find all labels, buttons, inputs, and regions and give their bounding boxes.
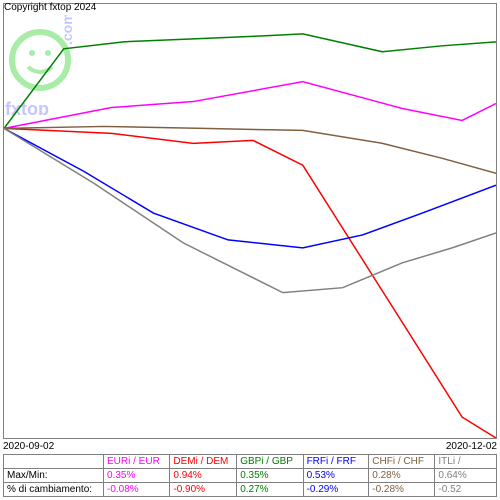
data-cell: 0.28% bbox=[369, 469, 435, 483]
data-cell: GBPi / GBP bbox=[237, 455, 303, 469]
data-cell: FRFi / FRF bbox=[303, 455, 369, 469]
table-row: % di cambiamento:-0.08%-0.90%0.27%-0.29%… bbox=[4, 483, 497, 497]
data-cell: 0.53% bbox=[303, 469, 369, 483]
data-cell: 0.27% bbox=[237, 483, 303, 497]
series-line bbox=[4, 128, 496, 247]
row-label bbox=[4, 455, 104, 469]
series-line bbox=[4, 128, 496, 438]
row-label: Max/Min: bbox=[4, 469, 104, 483]
row-label: % di cambiamento: bbox=[4, 483, 104, 497]
series-line bbox=[4, 126, 496, 173]
legend-table: EURi / EURDEMi / DEMGBPi / GBPFRFi / FRF… bbox=[3, 454, 497, 497]
data-cell: -0.90% bbox=[170, 483, 237, 497]
data-cell: CHFi / CHF bbox=[369, 455, 435, 469]
series-line bbox=[4, 82, 496, 129]
copyright-text: Copyright fxtop 2024 bbox=[4, 2, 96, 13]
table-row: Max/Min:0.35%0.94%0.35%0.53%0.28%0.64% bbox=[4, 469, 497, 483]
date-start: 2020-09-02 bbox=[3, 441, 54, 452]
data-cell: -0.08% bbox=[104, 483, 170, 497]
data-cell: EURi / EUR bbox=[104, 455, 170, 469]
data-cell: 0.94% bbox=[170, 469, 237, 483]
data-cell: -0.52 bbox=[435, 483, 497, 497]
chart-svg bbox=[4, 4, 496, 438]
table-row: EURi / EURDEMi / DEMGBPi / GBPFRFi / FRF… bbox=[4, 455, 497, 469]
chart-area bbox=[3, 3, 497, 439]
data-cell: 0.35% bbox=[237, 469, 303, 483]
data-cell: ITLi / bbox=[435, 455, 497, 469]
data-cell: DEMi / DEM bbox=[170, 455, 237, 469]
data-cell: -0.28% bbox=[369, 483, 435, 497]
date-end: 2020-12-02 bbox=[446, 441, 497, 452]
data-cell: -0.29% bbox=[303, 483, 369, 497]
data-cell: 0.64% bbox=[435, 469, 497, 483]
data-cell: 0.35% bbox=[104, 469, 170, 483]
